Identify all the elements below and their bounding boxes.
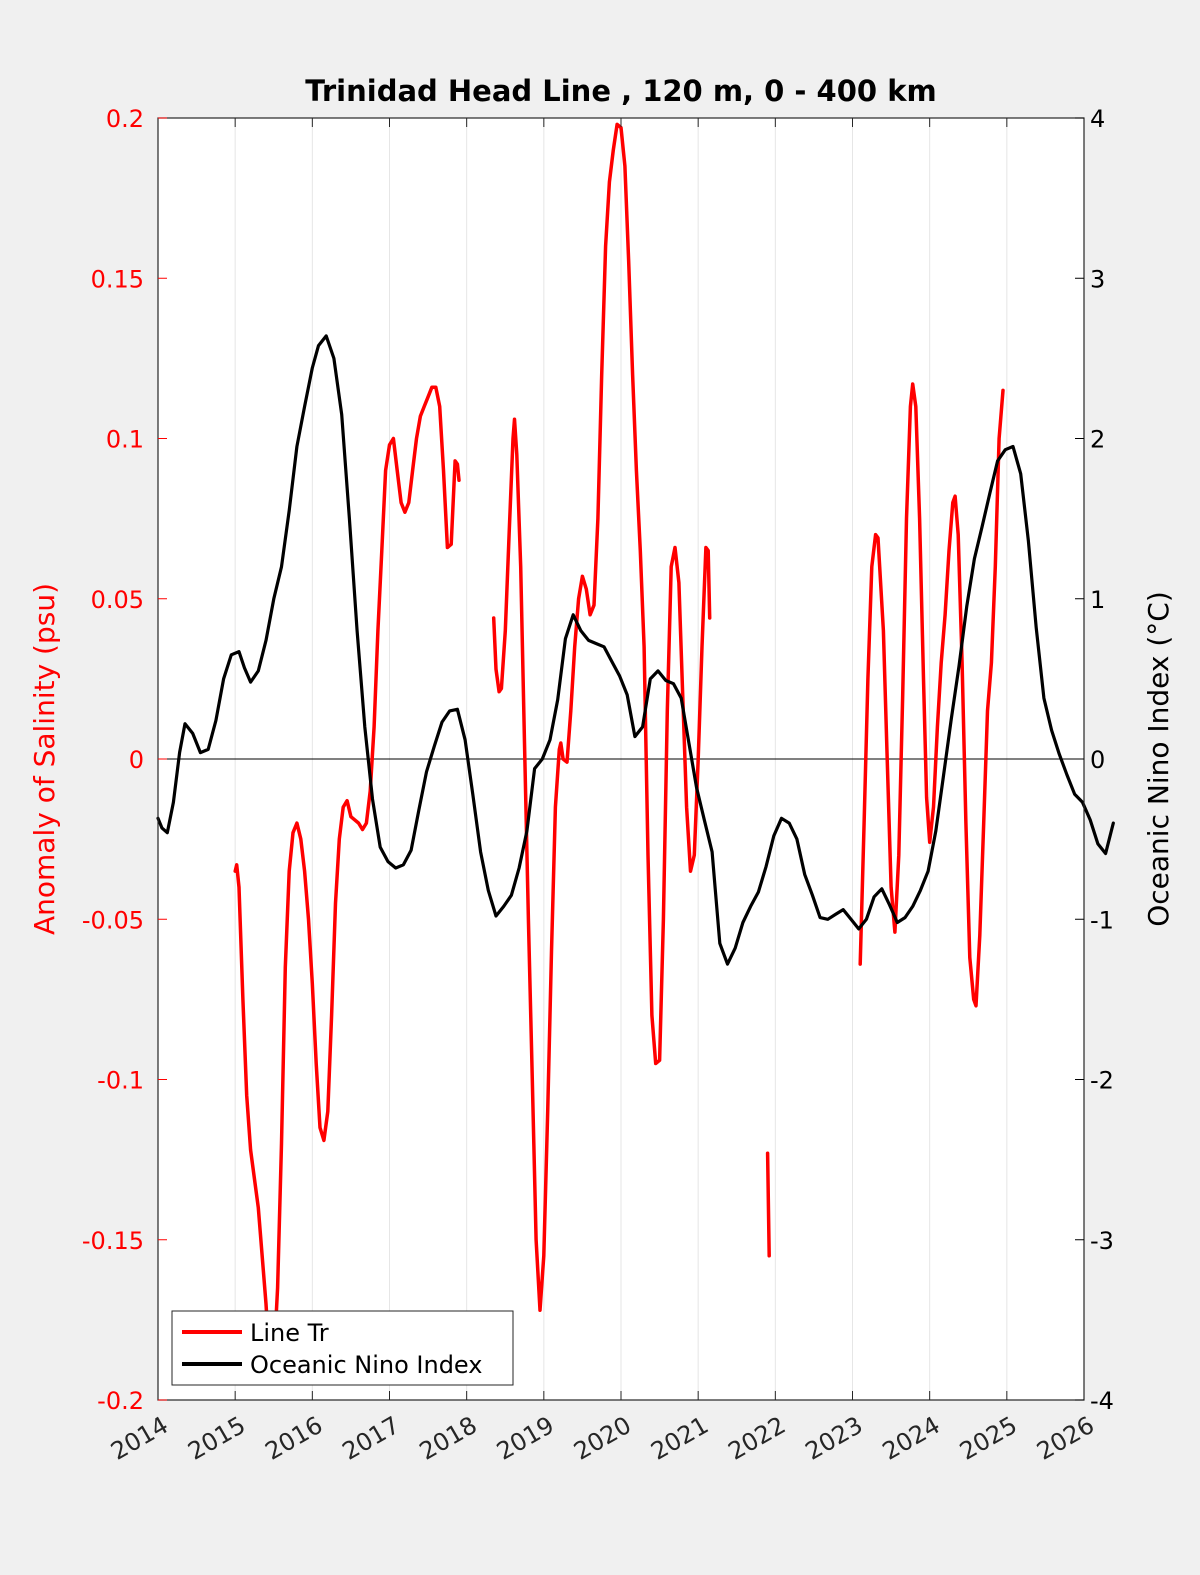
- y-right-tick-label-2: 2: [1090, 426, 1105, 454]
- y-right-tick-label--1: -1: [1090, 906, 1114, 934]
- chart-title: Trinidad Head Line , 120 m, 0 - 400 km: [305, 74, 936, 108]
- right-y-axis-label: Oceanic Nino Index (°C): [1142, 591, 1175, 927]
- y-left-tick-label-0.05: 0.05: [91, 586, 144, 614]
- left-y-axis-label: Anomaly of Salinity (psu): [28, 583, 61, 935]
- y-right-tick-label-4: 4: [1090, 105, 1105, 133]
- series-line-tr-segment-2: [765, 1151, 771, 1258]
- legend-label-line-tr: Line Tr: [250, 1319, 329, 1347]
- y-left-tick-label-0.1: 0.1: [106, 426, 144, 454]
- legend-label-oni: Oceanic Nino Index: [250, 1351, 482, 1379]
- y-left-tick-label--0.1: -0.1: [97, 1067, 144, 1095]
- y-right-tick-label--3: -3: [1090, 1227, 1114, 1255]
- y-left-tick-label-0.2: 0.2: [106, 105, 144, 133]
- y-left-tick-label--0.05: -0.05: [82, 906, 144, 934]
- y-left-tick-label--0.15: -0.15: [82, 1227, 144, 1255]
- series-line-tr-segment-1: [491, 122, 712, 1313]
- right-y-axis-ticks: 4 3 2 1 0 -1 -2 -3 -4: [1075, 105, 1114, 1415]
- left-y-axis-ticks: 0.2 0.15 0.1 0.05 0 -0.05 -0.1 -0.15 -0.2: [82, 105, 167, 1415]
- y-right-tick-label-3: 3: [1090, 265, 1105, 293]
- legend: Line Tr Oceanic Nino Index: [171, 1310, 514, 1386]
- y-left-tick-label--0.2: -0.2: [97, 1387, 144, 1415]
- series-oni-segment-0: [156, 334, 1115, 966]
- y-right-tick-label--2: -2: [1090, 1067, 1114, 1095]
- y-right-tick-label-0: 0: [1090, 746, 1105, 774]
- y-right-tick-label--4: -4: [1090, 1387, 1114, 1415]
- y-left-tick-label-0.15: 0.15: [91, 265, 144, 293]
- series-line-tr-segment-3: [858, 382, 1005, 1008]
- y-right-tick-label-1: 1: [1090, 586, 1105, 614]
- legend-box: [171, 1310, 514, 1386]
- y-left-tick-label-0: 0: [129, 746, 144, 774]
